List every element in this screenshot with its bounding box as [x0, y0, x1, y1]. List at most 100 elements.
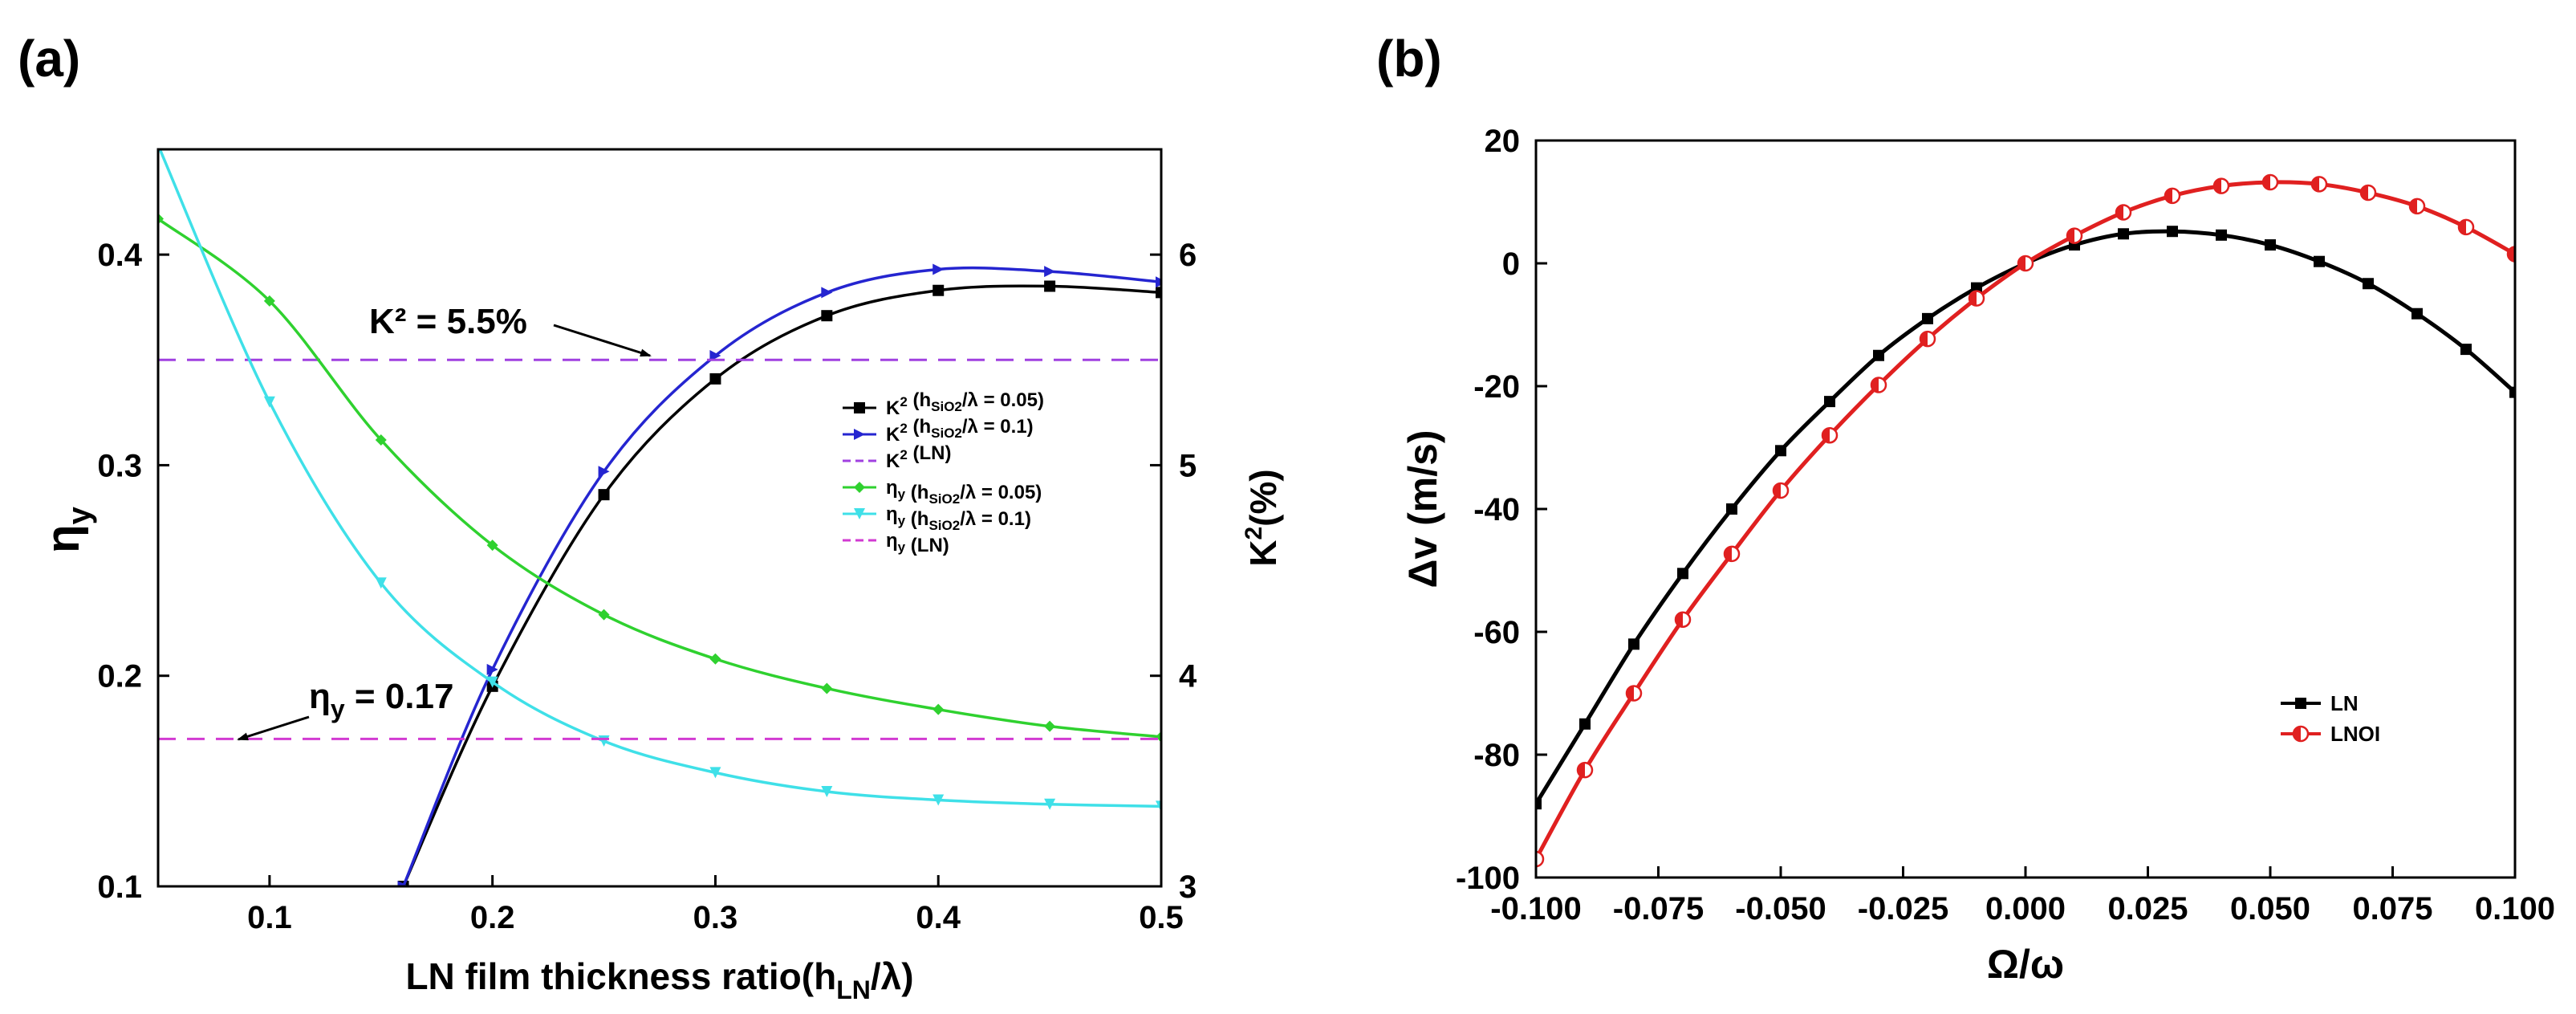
legend-entry-k2_ln: K2 (LN)	[843, 442, 951, 472]
panel-a-xtick-label: 0.4	[916, 900, 961, 935]
data-point-k2_01	[932, 263, 945, 275]
panel-b-plot-frame	[1534, 139, 2517, 879]
data-point-eta_01	[486, 676, 498, 688]
panel-b-ytick-label: -80	[1473, 738, 1520, 773]
data-point-eta_005	[1044, 720, 1056, 732]
panel-b-label: (b)	[1376, 30, 1442, 88]
panel-b: (b) -0.100 -0.075 -0.050 -0.025 0.000 0.025 0.…	[1376, 30, 2555, 987]
data-point-lnoi	[2261, 173, 2279, 191]
data-point-ln	[1922, 312, 1933, 324]
data-point-eta_005	[263, 295, 275, 307]
k2-annotation-arrow	[553, 324, 652, 357]
legend-label: K2 (LN)	[886, 442, 951, 472]
data-point-eta_005	[598, 609, 610, 621]
panel-a-xtick-label: 0.3	[693, 900, 738, 935]
data-point-k2_01	[1044, 266, 1056, 278]
data-point-lnoi	[2212, 177, 2230, 194]
panel-a-left-ylabel: ηy	[37, 506, 97, 552]
panel-b-series	[1536, 173, 2515, 868]
data-point-lnoi	[1821, 426, 1839, 444]
data-point-ln	[1873, 349, 1884, 361]
data-point-k2_01	[821, 287, 833, 299]
data-point-k2_01	[486, 663, 498, 675]
eta-annotation: ηy = 0.17	[309, 677, 453, 723]
data-point-lnoi	[1625, 685, 1643, 702]
data-point-k2_005	[1156, 287, 1161, 299]
panel-a-legend: K2 (hSiO2/λ = 0.05)K2 (hSiO2/λ = 0.1)K2 …	[843, 389, 1044, 556]
legend-label: LN	[2330, 691, 2359, 715]
data-point-k2_01	[709, 350, 721, 362]
data-point-lnoi	[1674, 611, 1692, 628]
panel-b-ytick-label: 0	[1502, 246, 1520, 282]
panel-b-ytick-label: -100	[1456, 861, 1520, 896]
data-point-eta_005	[932, 703, 945, 715]
panel-b-xlabel: Ω/ω	[1987, 942, 2064, 987]
data-point-eta_005	[709, 653, 721, 665]
legend-entry-lnoi: LNOI	[2281, 722, 2380, 746]
data-point-eta_01	[263, 396, 275, 408]
panel-a-xlabel: LN film thickness ratio(hLN/λ)	[405, 955, 913, 1004]
data-point-ln	[1677, 568, 1688, 580]
panel-a-left-ytick-label: 0.1	[97, 869, 142, 905]
data-point-ln	[2314, 255, 2325, 267]
data-point-lnoi	[2066, 227, 2083, 244]
data-point-eta_01	[1156, 800, 1161, 812]
legend-entry-eta_005: ηy (hSiO2/λ = 0.05)	[843, 477, 1042, 507]
panel-a-right-ytick-label: 3	[1179, 869, 1197, 905]
panel-b-xtick-label: -0.075	[1613, 891, 1704, 926]
data-point-lnoi	[2359, 184, 2377, 202]
data-point-lnoi	[1968, 290, 1985, 307]
data-point-eta_005	[486, 540, 498, 552]
legend-entry-k2_01: K2 (hSiO2/λ = 0.1)	[843, 416, 1034, 446]
data-point-eta_005	[821, 682, 833, 694]
panel-a: (a) 0.1 0.2 0.3 0.4 0.5 0.1 0.2 0.3 0.4 3 4 5 6 ηy K…	[18, 30, 1284, 1004]
panel-a-xtick-label: 0.2	[470, 900, 515, 935]
data-point-k2_01	[1156, 276, 1161, 288]
legend-marker	[854, 508, 865, 519]
data-point-lnoi	[1723, 545, 1741, 563]
data-point-ln	[2460, 344, 2472, 356]
panel-b-ytick-label: 20	[1485, 124, 1521, 159]
data-point-k2_005	[598, 489, 610, 501]
panel-a-left-ytick-label: 0.2	[97, 659, 142, 694]
data-point-lnoi	[2457, 218, 2475, 236]
panel-b-xtick-label: 0.075	[2352, 891, 2432, 926]
panel-a-right-ytick-label: 4	[1179, 659, 1197, 694]
panel-b-ylabel: Δv (m/s)	[1400, 430, 1445, 588]
panel-b-legend: LN LNOI	[2281, 691, 2380, 746]
panel-b-ytick-label: -60	[1473, 615, 1520, 650]
data-point-ln	[2509, 386, 2515, 398]
data-point-ln	[2265, 239, 2276, 251]
data-point-lnoi	[1536, 850, 1545, 868]
legend-entry-k2_005: K2 (hSiO2/λ = 0.05)	[843, 389, 1044, 419]
k2-annotation: K² = 5.5%	[369, 302, 527, 341]
panel-b-xtick-label: 0.050	[2230, 891, 2310, 926]
legend-label: K2 (hSiO2/λ = 0.1)	[886, 416, 1034, 446]
data-point-k2_005	[932, 284, 945, 296]
legend-entry-eta_ln: ηy (LN)	[843, 530, 949, 556]
panel-a-right-ylabel: K2(%)	[1241, 469, 1284, 566]
data-point-k2_01	[397, 881, 409, 886]
panel-b-xtick-label: 0.100	[2475, 891, 2555, 926]
data-point-ln	[1824, 396, 1835, 408]
legend-label: LNOI	[2330, 722, 2380, 746]
data-point-ln	[1536, 798, 1542, 810]
data-point-k2_005	[1044, 280, 1056, 292]
series-k2_01	[397, 263, 1161, 886]
legend-label: ηy (LN)	[886, 530, 949, 556]
data-point-lnoi	[2310, 176, 2328, 193]
data-point-lnoi	[1919, 330, 1936, 348]
legend-marker	[854, 429, 865, 440]
series-eta_01	[158, 149, 1161, 812]
data-point-ln	[1726, 503, 1737, 515]
data-point-ln	[2411, 307, 2423, 320]
data-point-ln	[2118, 228, 2129, 240]
panel-a-xtick-label: 0.1	[247, 900, 292, 935]
data-point-eta_01	[932, 794, 945, 806]
data-point-eta_01	[1044, 798, 1056, 810]
panel-b-ticks: -0.100 -0.075 -0.050 -0.025 0.000 0.025 0.050 0…	[1456, 124, 2555, 926]
legend-label: K2 (hSiO2/λ = 0.05)	[886, 389, 1044, 419]
legend-marker	[854, 402, 865, 413]
series-lnoi	[1536, 173, 2515, 868]
